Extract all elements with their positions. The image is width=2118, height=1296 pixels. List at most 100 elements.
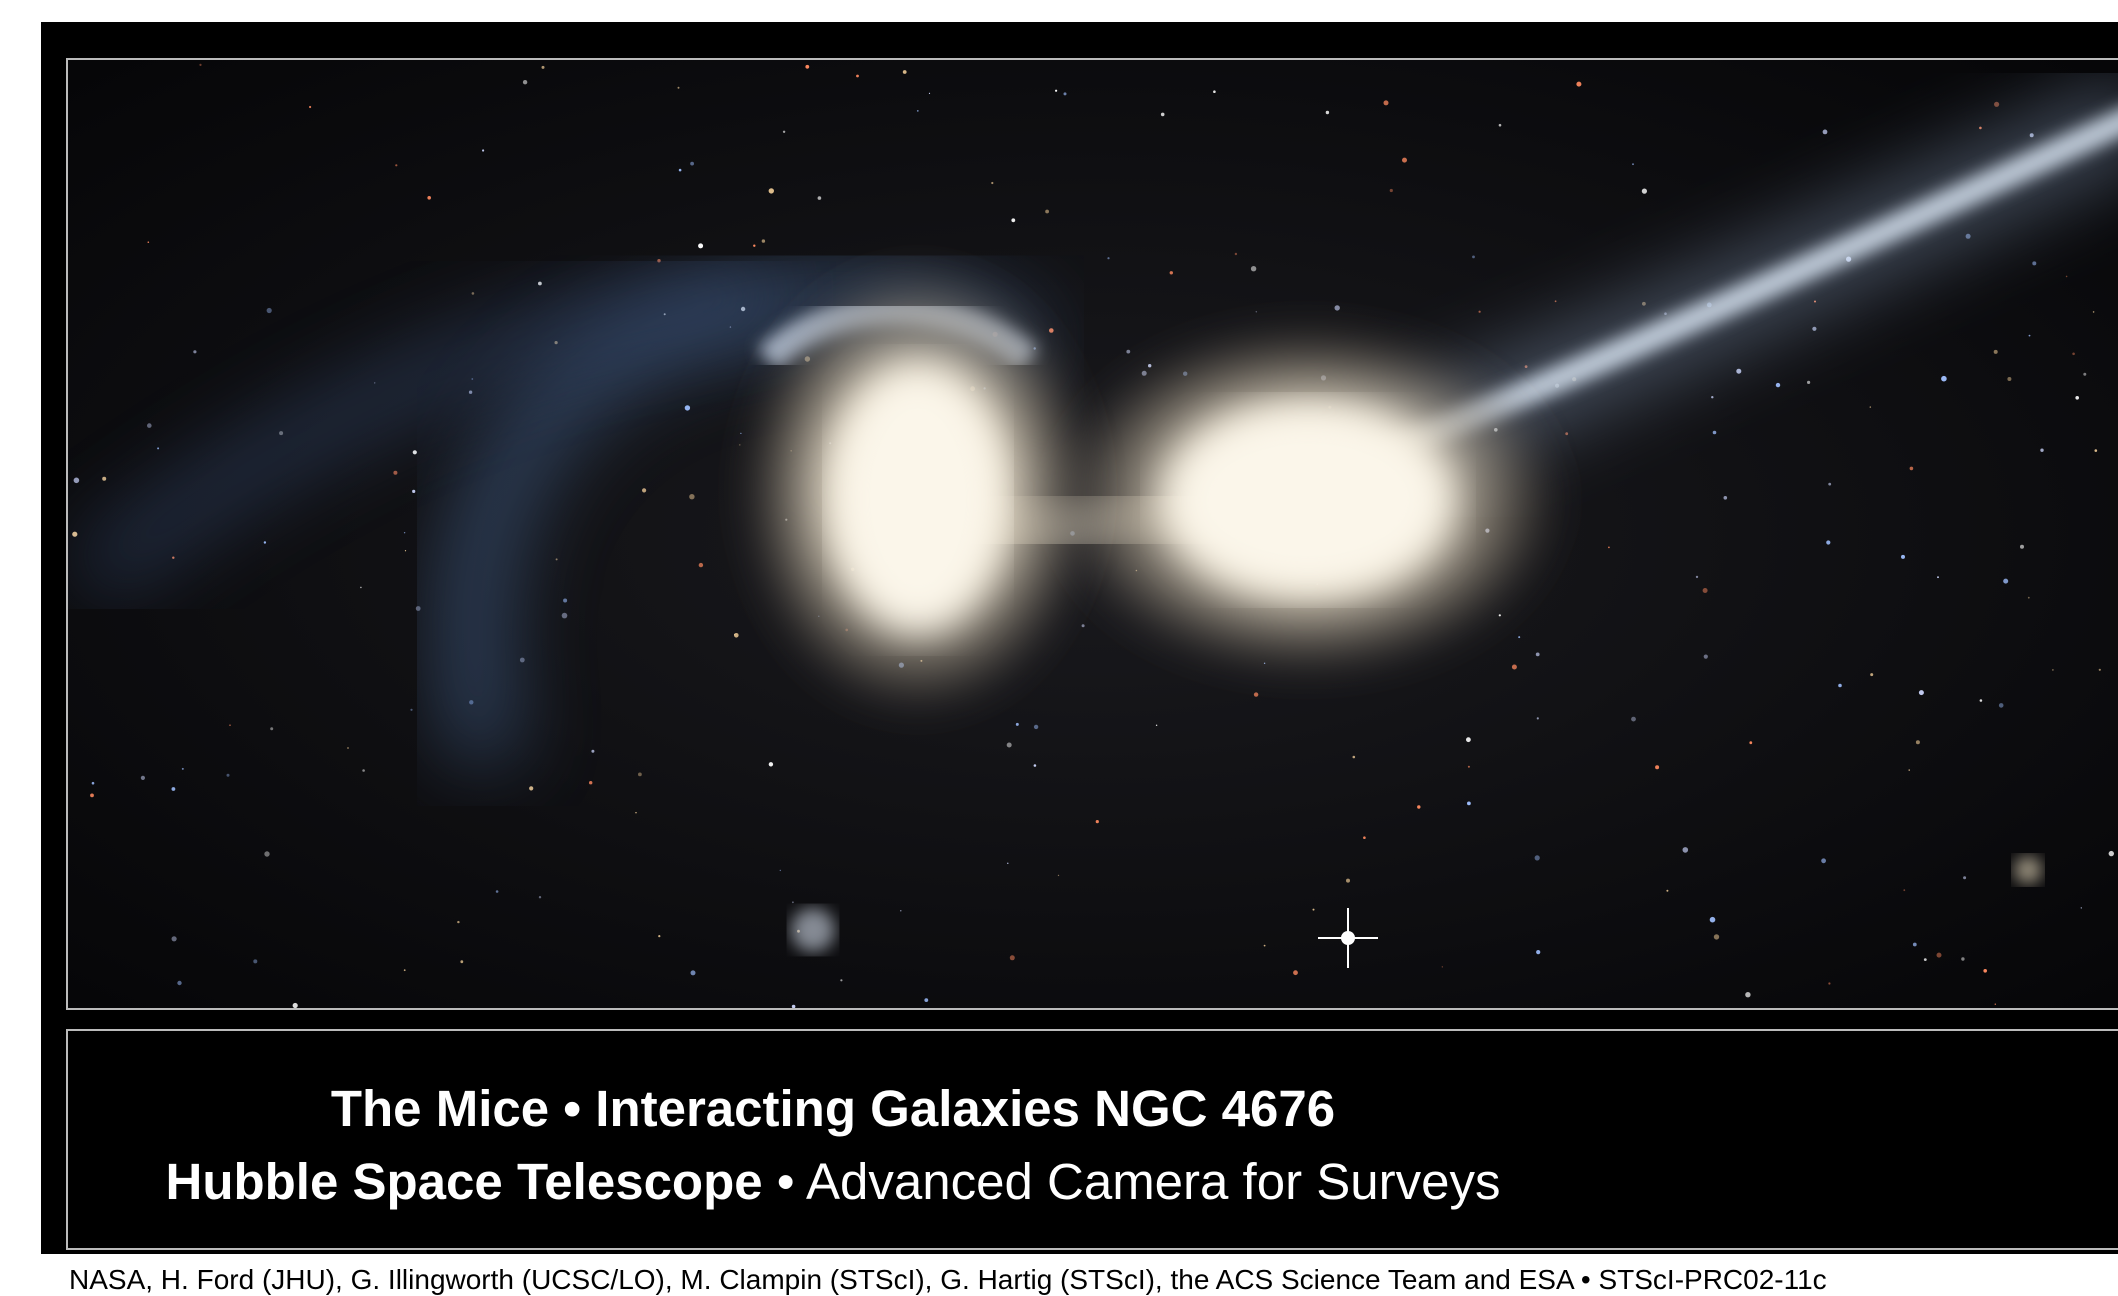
star (1937, 576, 1939, 578)
star (1512, 665, 1517, 670)
star (1045, 210, 1049, 214)
star (1903, 889, 1905, 891)
star (739, 444, 740, 445)
star (1442, 966, 1443, 967)
star (699, 563, 703, 567)
star (1064, 92, 1067, 95)
star (657, 259, 660, 262)
star (1704, 655, 1708, 659)
star (2081, 907, 2082, 908)
star (1555, 300, 1557, 302)
star (2052, 669, 2054, 671)
credit-line: NASA, H. Ford (JHU), G. Illingworth (UCS… (69, 1264, 1827, 1296)
star (1107, 257, 1109, 259)
star (769, 188, 774, 193)
star (1535, 855, 1540, 860)
star (1838, 684, 1842, 688)
page: The Mice • Interacting Galaxies NGC 4676… (0, 0, 2118, 1287)
star (1055, 90, 1057, 92)
star (589, 781, 592, 784)
star (460, 960, 463, 963)
star (1363, 836, 1366, 839)
star (1472, 256, 1475, 259)
star (1565, 432, 1568, 435)
star (2072, 353, 2075, 356)
star (264, 851, 269, 856)
star (1909, 769, 1910, 770)
star (658, 935, 660, 937)
star (227, 774, 230, 777)
star (193, 350, 196, 353)
star (1632, 163, 1634, 165)
star (678, 87, 680, 89)
star (92, 782, 95, 785)
star (1828, 483, 1831, 486)
star (393, 471, 397, 475)
star (482, 149, 484, 151)
star (805, 65, 809, 69)
star (1049, 328, 1054, 333)
star (1979, 127, 1982, 130)
star (1703, 588, 1708, 593)
star (1402, 158, 1407, 163)
caption-subtitle: Hubble Space Telescope • Advanced Camera… (68, 1152, 1598, 1211)
galaxy-image (68, 60, 2118, 1010)
star (753, 245, 755, 247)
star (740, 433, 741, 434)
star (1961, 957, 1964, 960)
star (148, 241, 150, 243)
star (1536, 653, 1540, 657)
star (404, 969, 406, 971)
star (172, 936, 177, 941)
star (1010, 955, 1015, 960)
caption-subtitle-bold: Hubble Space Telescope (166, 1153, 763, 1210)
star (780, 870, 781, 871)
star (679, 169, 682, 172)
star (762, 239, 765, 242)
star (900, 910, 901, 911)
star (1353, 756, 1356, 759)
star (2007, 377, 2011, 381)
star (1608, 547, 1610, 549)
star (177, 981, 181, 985)
star (413, 450, 417, 454)
star (1126, 350, 1130, 354)
star (2020, 545, 2024, 549)
star (229, 725, 230, 726)
star (1776, 383, 1780, 387)
star (792, 901, 794, 903)
star (2028, 597, 2030, 599)
star (102, 477, 106, 481)
star (2083, 373, 2086, 376)
star (172, 787, 176, 791)
star (991, 182, 993, 184)
star (1007, 863, 1008, 864)
caption-subtitle-regular: • Advanced Camera for Surveys (777, 1153, 1501, 1210)
star (1466, 737, 1471, 742)
star (856, 75, 859, 78)
star (395, 164, 397, 166)
star (1870, 406, 1871, 407)
star (924, 998, 928, 1002)
star (1870, 673, 1873, 676)
star (2095, 449, 2098, 452)
star (1576, 82, 1581, 87)
star (1058, 875, 1059, 876)
star (1034, 764, 1037, 767)
star (690, 162, 694, 166)
star (1941, 376, 1947, 382)
star (362, 769, 365, 772)
star (270, 727, 273, 730)
star (2093, 311, 2095, 313)
star (1749, 741, 1752, 744)
star (1828, 982, 1830, 984)
star (1913, 943, 1917, 947)
star (1082, 624, 1085, 627)
caption-title: The Mice • Interacting Galaxies NGC 4676 (68, 1079, 1598, 1138)
star (903, 70, 907, 74)
star (1096, 820, 1099, 823)
star (698, 243, 703, 248)
star (1713, 431, 1717, 435)
star (685, 405, 690, 410)
star (818, 196, 822, 200)
